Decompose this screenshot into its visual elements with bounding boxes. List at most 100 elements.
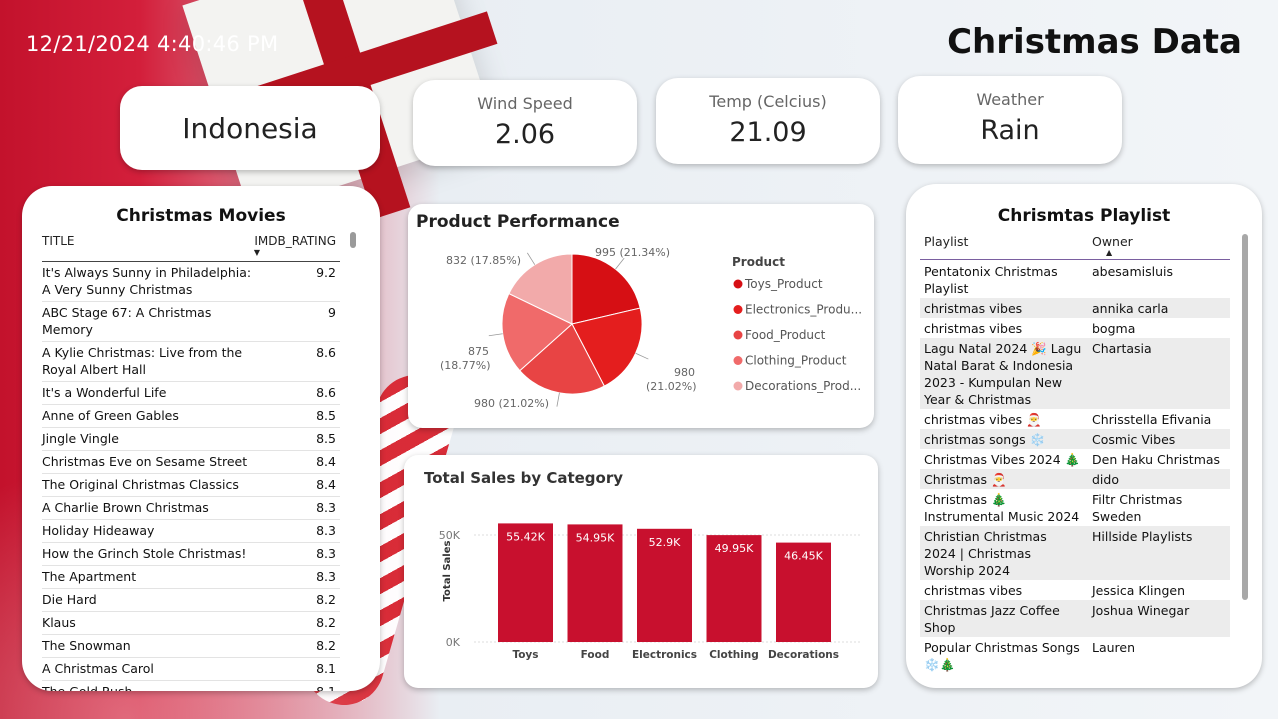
table-row[interactable]: A Kylie Christmas: Live from the Royal A… xyxy=(42,342,340,382)
christmas-playlist-table[interactable]: Chrismtas Playlist Playlist Owner ▲ Pent… xyxy=(906,184,1262,688)
movie-title-cell: A Christmas Carol xyxy=(42,661,154,676)
wind-speed-card[interactable]: Wind Speed 2.06 xyxy=(413,80,637,166)
table-row[interactable]: christmas vibes bogma xyxy=(920,318,1230,338)
temperature-card[interactable]: Temp (Celcius) 21.09 xyxy=(656,78,880,164)
movie-title-cell: The Snowman xyxy=(42,638,131,653)
playlist-table-body: Pentatonix Christmas Playlist abesamislui… xyxy=(920,261,1230,674)
product-performance-chart[interactable]: Product Performance 995 (21.34%) 980 (21.0… xyxy=(408,204,874,428)
table-row[interactable]: Anne of Green Gables 8.5 xyxy=(42,405,340,428)
playlist-owner-cell: Chrisstella Efivania xyxy=(1092,412,1212,427)
country-value: Indonesia xyxy=(182,112,318,145)
pie-slice[interactable] xyxy=(501,292,573,372)
column-header-owner[interactable]: Owner xyxy=(1092,234,1133,249)
movie-title-cell: Holiday Hideaway xyxy=(42,523,155,538)
legend-title: Product xyxy=(732,255,785,269)
column-header-playlist[interactable]: Playlist xyxy=(924,234,969,249)
movie-title-cell: The Apartment xyxy=(42,569,137,584)
table-row[interactable]: The Gold Rush 8.1 xyxy=(42,681,340,691)
movies-scrollbar[interactable] xyxy=(350,232,356,248)
playlist-title: Chrismtas Playlist xyxy=(997,206,1171,226)
table-row[interactable]: It's Always Sunny in Philadelphia: A Ver… xyxy=(42,262,340,302)
column-header-imdb-rating[interactable]: IMDB_RATING xyxy=(254,234,336,248)
bar-value-label: 49.95K xyxy=(715,542,754,555)
playlist-name-cell: Lagu Natal 2024 🎉 Lagu Natal Barat & Ind… xyxy=(924,341,1082,407)
table-row[interactable]: Christmas 🎅 dido xyxy=(920,469,1230,489)
table-row[interactable]: Pentatonix Christmas Playlist abesamislui… xyxy=(920,261,1230,298)
table-row[interactable]: christmas vibes annika carla xyxy=(920,298,1230,318)
movie-rating-cell: 8.6 xyxy=(316,345,336,360)
table-row[interactable]: Lagu Natal 2024 🎉 Lagu Natal Barat & Ind… xyxy=(920,338,1230,409)
movie-rating-cell: 8.3 xyxy=(316,569,336,584)
sort-descending-icon: ▼ xyxy=(253,248,260,257)
legend-marker xyxy=(733,356,743,365)
column-header-title[interactable]: TITLE xyxy=(42,234,75,248)
table-row[interactable]: A Christmas Carol 8.1 xyxy=(42,658,340,681)
bar-value-label: 55.42K xyxy=(506,530,545,543)
table-row[interactable]: Christian Christmas 2024 | Christmas Wor… xyxy=(920,526,1230,580)
wind-speed-value: 2.06 xyxy=(494,119,556,150)
movie-rating-cell: 8.3 xyxy=(316,546,336,561)
legend-item[interactable]: Decorations_Prod... xyxy=(745,379,861,393)
weather-card[interactable]: Weather Rain xyxy=(898,76,1122,164)
x-tick-label: Electronics xyxy=(632,649,697,661)
table-row[interactable]: ABC Stage 67: A Christmas Memory 9 xyxy=(42,302,340,342)
pie-slice[interactable] xyxy=(571,253,641,325)
table-row[interactable]: christmas songs ❄️ Cosmic Vibes xyxy=(920,429,1230,449)
total-sales-title: Total Sales by Category xyxy=(424,469,624,487)
movie-rating-cell: 8.2 xyxy=(316,592,336,607)
legend-item[interactable]: Electronics_Produ... xyxy=(745,303,862,317)
bar-chart: 50K 0K Total Sales 55.42K Toys 54.95K Food 52.9… xyxy=(439,523,860,661)
bar-electronics[interactable] xyxy=(637,528,692,642)
table-row[interactable]: The Original Christmas Classics 8.4 xyxy=(42,474,340,497)
playlist-name-cell: Christmas Jazz Coffee Shop xyxy=(924,603,1060,635)
table-row[interactable]: A Charlie Brown Christmas 8.3 xyxy=(42,497,340,520)
country-card[interactable]: Indonesia xyxy=(120,86,380,170)
legend-item[interactable]: Clothing_Product xyxy=(745,354,847,368)
table-row[interactable]: Christmas Vibes 2024 🎄 Den Haku Christmas xyxy=(920,449,1230,469)
playlist-name-cell: Popular Christmas Songs ❄️🎄 xyxy=(924,640,1080,672)
total-sales-chart[interactable]: Total Sales by Category 50K 0K Total Sales… xyxy=(404,455,878,688)
table-row[interactable]: Jingle Vingle 8.5 xyxy=(42,428,340,451)
y-tick-label: 50K xyxy=(439,529,461,542)
sort-ascending-icon: ▲ xyxy=(1106,248,1113,257)
table-row[interactable]: How the Grinch Stole Christmas! 8.3 xyxy=(42,543,340,566)
weather-label: Weather xyxy=(976,90,1044,109)
table-row[interactable]: christmas vibes 🎅 Chrisstella Efivania xyxy=(920,409,1230,429)
table-row[interactable]: Popular Christmas Songs ❄️🎄 Lauren xyxy=(920,637,1230,674)
bar-food[interactable] xyxy=(567,524,623,642)
pie-slice[interactable] xyxy=(508,253,573,325)
table-row[interactable]: The Apartment 8.3 xyxy=(42,566,340,589)
movie-title-cell: ABC Stage 67: A Christmas Memory xyxy=(42,305,212,337)
pie-data-label: 875 (18.77%) xyxy=(440,345,491,372)
legend-item[interactable]: Food_Product xyxy=(745,328,826,342)
movie-rating-cell: 8.2 xyxy=(316,615,336,630)
movie-title-cell: A Charlie Brown Christmas xyxy=(42,500,209,515)
table-row[interactable]: christmas vibes Jessica Klingen xyxy=(920,580,1230,600)
bar-value-label: 52.9K xyxy=(649,536,681,549)
table-row[interactable]: Christmas 🎄 Instrumental Music 2024 Filtr… xyxy=(920,489,1230,526)
bar-clothing[interactable] xyxy=(706,535,762,642)
bar-decorations[interactable] xyxy=(776,542,831,642)
table-row[interactable]: The Snowman 8.2 xyxy=(42,635,340,658)
table-row[interactable]: Klaus 8.2 xyxy=(42,612,340,635)
playlist-name-cell: Christmas 🎅 xyxy=(924,472,1007,487)
playlist-name-cell: Christian Christmas 2024 | Christmas Wor… xyxy=(924,529,1047,578)
pie-slice[interactable] xyxy=(519,323,605,395)
movie-rating-cell: 8.4 xyxy=(316,477,336,492)
table-row[interactable]: Christmas Jazz Coffee Shop Joshua Winegar xyxy=(920,600,1230,637)
movie-title-cell: Christmas Eve on Sesame Street xyxy=(42,454,248,469)
playlist-owner-cell: Lauren xyxy=(1092,640,1136,655)
table-row[interactable]: Die Hard 8.2 xyxy=(42,589,340,612)
table-row[interactable]: Christmas Eve on Sesame Street 8.4 xyxy=(42,451,340,474)
bar-toys[interactable] xyxy=(498,523,553,642)
movie-rating-cell: 8.5 xyxy=(316,431,336,446)
legend-item[interactable]: Toys_Product xyxy=(744,277,823,291)
table-row[interactable]: It's a Wonderful Life 8.6 xyxy=(42,382,340,405)
movies-table-header: TITLE IMDB_RATING ▼ xyxy=(42,234,340,262)
table-row[interactable]: Holiday Hideaway 8.3 xyxy=(42,520,340,543)
temperature-label: Temp (Celcius) xyxy=(709,92,827,111)
movie-rating-cell: 8.4 xyxy=(316,454,336,469)
pie-slice[interactable] xyxy=(571,307,643,387)
christmas-movies-table[interactable]: Christmas Movies TITLE IMDB_RATING ▼ It'… xyxy=(22,186,380,691)
playlist-scrollbar[interactable] xyxy=(1242,234,1248,600)
